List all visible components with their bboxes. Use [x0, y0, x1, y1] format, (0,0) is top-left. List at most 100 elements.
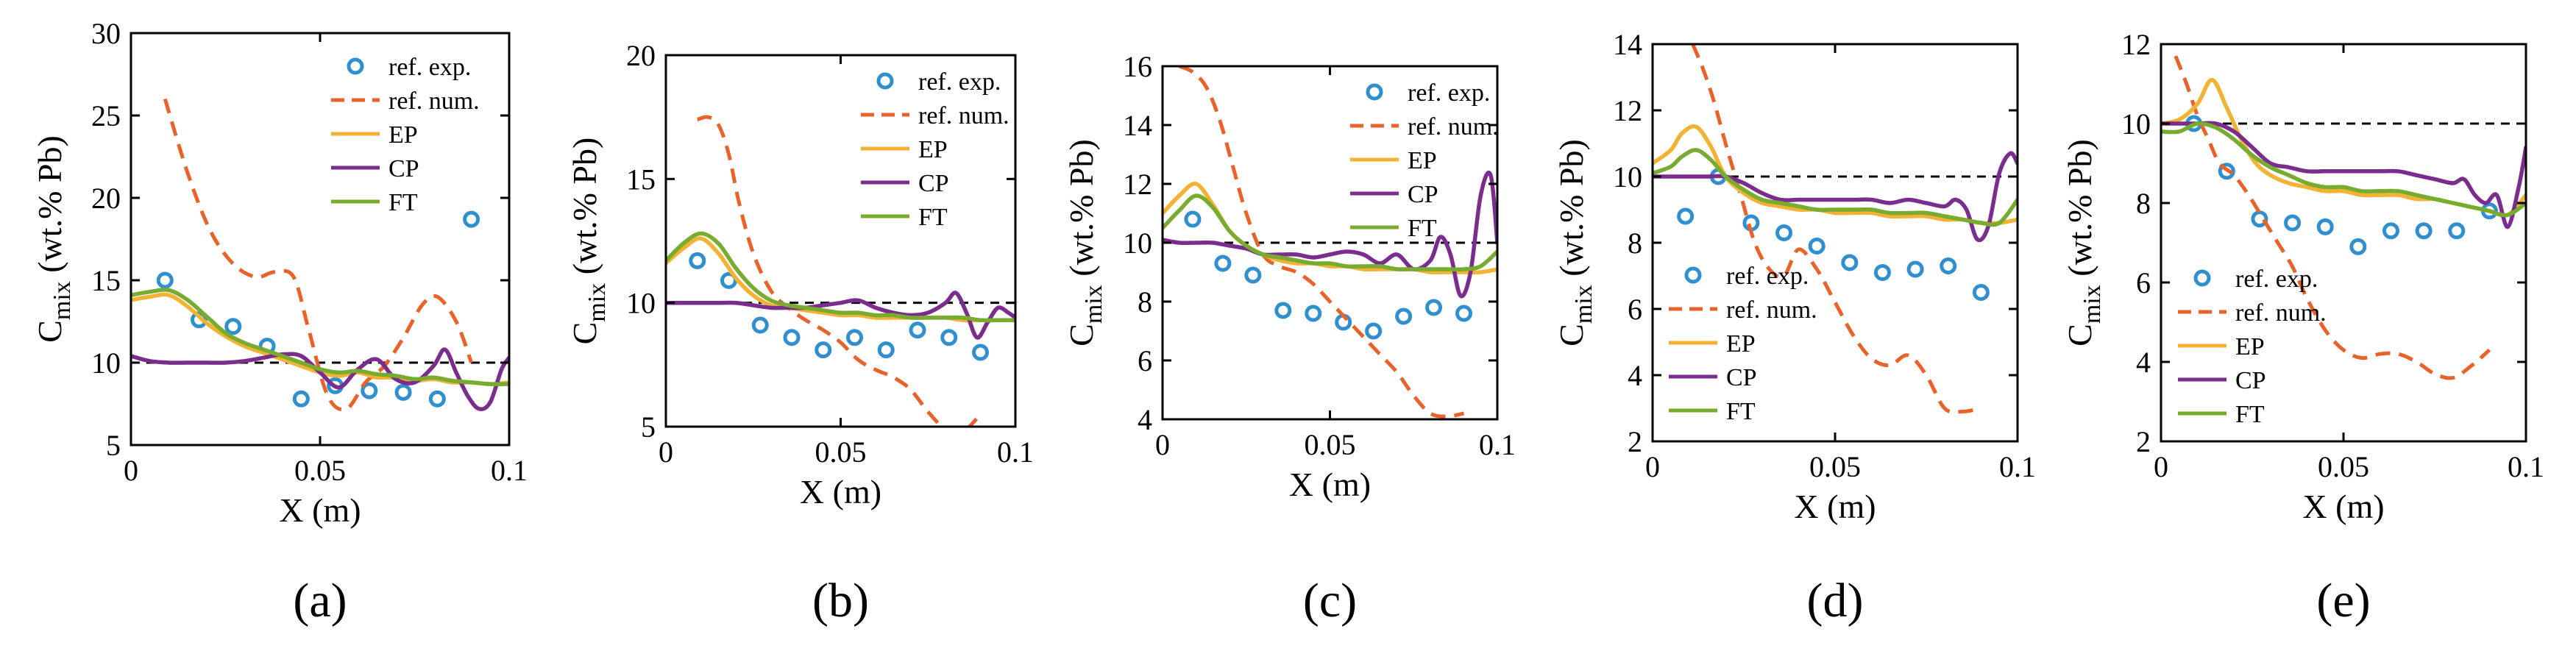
panel-label-a: (a) [293, 574, 347, 627]
y-axis-label-c: Cmix (wt.% Pb) [1062, 139, 1107, 346]
marker-exp-c-9 [1455, 305, 1472, 322]
legend-label-CP-b: CP [918, 170, 949, 197]
legend-a: ref. exp. ref. num. EP CP FT [331, 54, 480, 216]
x-tick-label-c-2: 0.1 [1479, 428, 1516, 461]
marker-exp-e-3 [2284, 214, 2302, 232]
chart-panel-e: 0 0.05 0.1 2 4 6 8 10 12 X (m) Cmix (wt.% Pb) ref. … [2061, 28, 2544, 627]
legend-symbol-exp-a [347, 57, 364, 75]
marker-exp-d-8 [1940, 257, 1957, 274]
legend-symbol-exp-d [1684, 266, 1702, 284]
marker-exp-e-1 [2218, 163, 2235, 180]
legend-label-CP-c: CP [1408, 181, 1438, 208]
axes-box-e [2160, 43, 2527, 443]
x-tick-label-a-0: 0 [124, 454, 138, 487]
x-tick-label-c-0: 0 [1155, 428, 1170, 461]
legend-label-num-a: ref. num. [388, 88, 480, 115]
legend-label-CP-e: CP [2235, 367, 2266, 394]
legend-d: ref. exp. ref. num. EP CP FT [1669, 263, 1817, 425]
y-tick-label-d-5: 12 [1613, 94, 1642, 127]
x-axis-label-e: X (m) [2302, 488, 2384, 525]
legend-label-EP-a: EP [388, 121, 418, 149]
legend-label-exp-c: ref. exp. [1408, 79, 1490, 107]
panel-label-b: (b) [812, 574, 869, 627]
y-axis-label-main-b: C [566, 322, 603, 345]
marker-exp-b-2 [751, 316, 769, 334]
y-tick-label-c-3: 10 [1123, 227, 1152, 260]
y-axis-label-main-d: C [1553, 324, 1590, 346]
legend-label-CP-d: CP [1726, 364, 1757, 391]
legend-label-num-c: ref. num. [1408, 113, 1499, 140]
marker-exp-c-2 [1244, 266, 1262, 284]
marker-exp-a-0 [156, 271, 174, 289]
y-tick-label-a-5: 30 [91, 17, 121, 50]
series-line-num-d [1691, 44, 1981, 414]
marker-exp-b-4 [815, 341, 832, 359]
marker-exp-c-1 [1214, 255, 1232, 272]
x-tick-label-c-1: 0.05 [1305, 428, 1356, 461]
y-tick-label-a-0: 5 [106, 429, 121, 462]
marker-exp-b-9 [972, 344, 989, 361]
y-axis-label-rest-a: (wt.% Pb) [31, 135, 68, 281]
marker-exp-d-6 [1873, 264, 1891, 281]
y-axis-label-rest-c: (wt.% Pb) [1062, 139, 1100, 285]
series-line-num-e [2174, 55, 2491, 380]
marker-exp-a-9 [463, 210, 480, 228]
y-axis-label-sub-b: mix [583, 283, 611, 322]
series-line-num-c [1178, 66, 1465, 419]
series-line-FT-d [1653, 148, 2018, 227]
x-tick-label-d-2: 0.1 [1999, 450, 2036, 483]
marker-exp-d-5 [1841, 254, 1859, 271]
y-axis-label-main-e: C [2061, 324, 2098, 346]
series-line-num-a [163, 98, 473, 412]
legend-label-exp-b: ref. exp. [918, 68, 1001, 96]
y-tick-label-e-1: 4 [2136, 346, 2151, 379]
y-axis-label-main-c: C [1062, 324, 1100, 346]
x-tick-label-d-0: 0 [1645, 450, 1660, 483]
marker-exp-d-3 [1775, 224, 1793, 241]
series-line-FT-c [1163, 193, 1497, 272]
marker-exp-e-5 [2349, 238, 2367, 255]
y-axis-label-rest-b: (wt.% Pb) [566, 138, 603, 283]
marker-exp-e-7 [2415, 222, 2433, 240]
marker-exp-e-2 [2251, 210, 2268, 228]
legend-b: ref. exp. ref. num. EP CP FT [861, 68, 1010, 231]
chart-panel-c: 0 0.05 0.1 4 6 8 10 12 14 16 X (m) Cmix (wt.% Pb) re… [1062, 50, 1516, 627]
y-axis-label-sub-e: mix [2079, 285, 2106, 324]
y-tick-label-d-3: 8 [1628, 227, 1642, 260]
y-tick-label-b-1: 10 [626, 287, 656, 320]
marker-exp-e-4 [2316, 218, 2334, 235]
x-tick-label-b-0: 0 [659, 435, 673, 469]
chart-panel-a: 0 0.05 0.1 5 10 15 20 25 30 X (m) Cmix (wt.% Pb) re… [31, 17, 528, 627]
marker-exp-e-6 [2382, 222, 2399, 240]
series-line-CP-b [666, 291, 1015, 340]
y-tick-label-d-2: 6 [1628, 293, 1642, 326]
series-line-CP-a [131, 347, 509, 411]
legend-label-num-e: ref. num. [2235, 299, 2327, 327]
legend-label-EP-d: EP [1726, 330, 1756, 357]
y-tick-label-d-0: 2 [1628, 425, 1642, 458]
marker-exp-b-3 [783, 329, 801, 346]
marker-exp-a-2 [224, 318, 242, 335]
marker-exp-b-7 [909, 321, 926, 339]
x-tick-label-a-2: 0.1 [491, 454, 528, 487]
y-tick-label-c-6: 16 [1123, 50, 1152, 83]
y-axis-label-sub-c: mix [1080, 285, 1107, 324]
marker-exp-c-3 [1274, 302, 1292, 319]
chart-panel-d: 0 0.05 0.1 2 4 6 8 10 12 14 X (m) Cmix (wt.% Pb) ref… [1553, 28, 2036, 627]
y-axis-label-sub-a: mix [49, 281, 76, 320]
y-tick-label-d-4: 10 [1613, 160, 1642, 193]
x-tick-label-e-1: 0.05 [2318, 450, 2369, 483]
y-axis-label-e: Cmix (wt.% Pb) [2061, 139, 2106, 346]
legend-label-CP-a: CP [388, 155, 419, 182]
y-tick-label-e-4: 10 [2121, 107, 2151, 140]
x-tick-label-d-1: 0.05 [1809, 450, 1861, 483]
marker-exp-a-4 [292, 390, 310, 408]
x-tick-label-e-2: 0.1 [2508, 450, 2544, 483]
marker-exp-a-8 [428, 390, 446, 408]
marker-exp-a-7 [394, 383, 412, 401]
y-tick-label-a-3: 20 [91, 182, 121, 215]
axes-box-d [1651, 43, 2019, 443]
marker-exp-c-8 [1425, 299, 1443, 316]
